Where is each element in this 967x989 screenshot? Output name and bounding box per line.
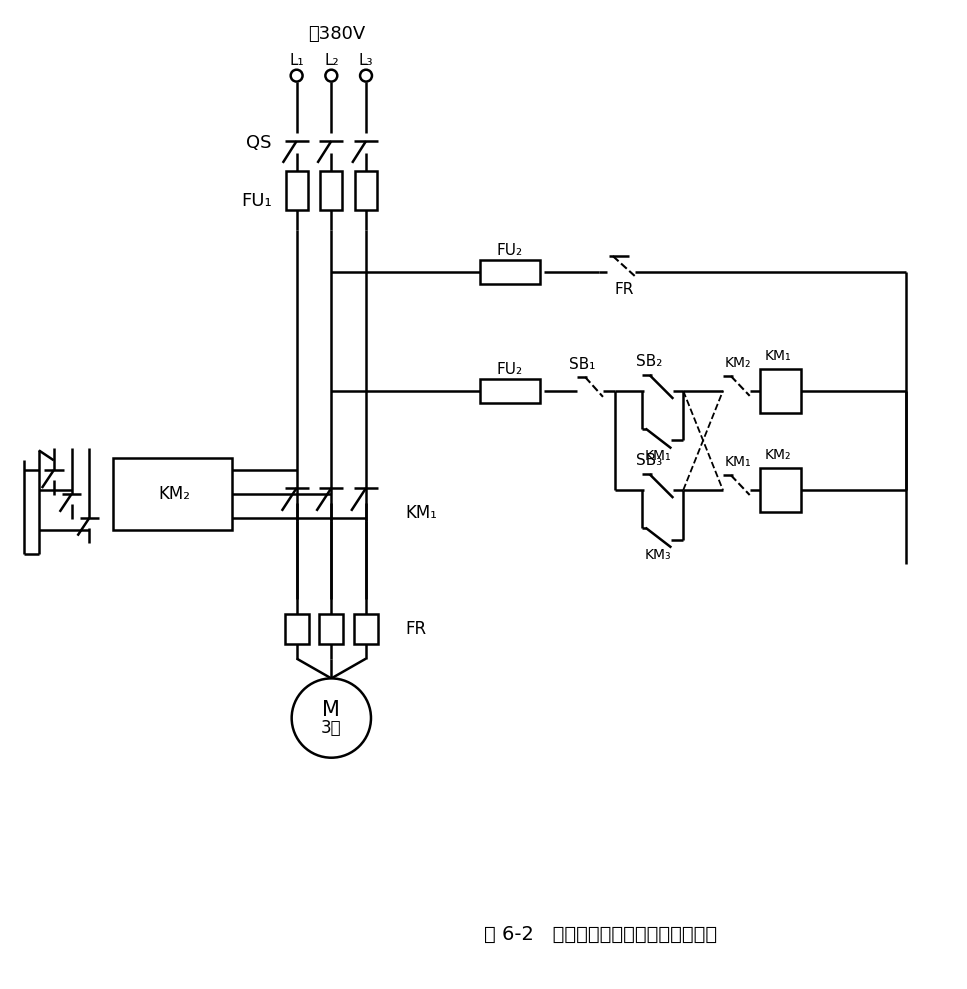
Text: KM₂: KM₂ bbox=[765, 448, 791, 462]
Text: KM₁: KM₁ bbox=[406, 503, 437, 522]
Text: KM₁: KM₁ bbox=[765, 349, 791, 363]
Bar bbox=[760, 369, 802, 412]
Text: M: M bbox=[322, 700, 340, 720]
Bar bbox=[480, 260, 540, 284]
Circle shape bbox=[291, 69, 303, 81]
Bar bbox=[480, 379, 540, 403]
Text: L₃: L₃ bbox=[359, 53, 373, 68]
Circle shape bbox=[292, 678, 371, 758]
Text: FU₁: FU₁ bbox=[241, 192, 272, 210]
Circle shape bbox=[325, 69, 337, 81]
Text: L₁: L₁ bbox=[289, 53, 304, 68]
Text: KM₂: KM₂ bbox=[159, 485, 190, 503]
Text: KM₁: KM₁ bbox=[724, 455, 751, 469]
Text: FU₂: FU₂ bbox=[497, 362, 523, 377]
Text: 图 6-2   交流电动机的双重互锁控制电路: 图 6-2 交流电动机的双重互锁控制电路 bbox=[484, 925, 718, 944]
Bar bbox=[355, 171, 377, 211]
Text: L₂: L₂ bbox=[324, 53, 338, 68]
Bar bbox=[113, 458, 232, 530]
Bar bbox=[760, 468, 802, 512]
Text: FR: FR bbox=[406, 620, 426, 638]
Text: FU₂: FU₂ bbox=[497, 242, 523, 257]
Bar bbox=[319, 614, 343, 644]
Text: ～380V: ～380V bbox=[308, 25, 365, 43]
Text: SB₁: SB₁ bbox=[569, 357, 596, 372]
Bar bbox=[284, 614, 308, 644]
Circle shape bbox=[360, 69, 372, 81]
Bar bbox=[354, 614, 378, 644]
Text: KM₃: KM₃ bbox=[644, 549, 671, 563]
Text: SB₂: SB₂ bbox=[636, 354, 662, 369]
Text: KM₁: KM₁ bbox=[644, 449, 671, 463]
Text: QS: QS bbox=[247, 135, 272, 152]
Bar bbox=[320, 171, 342, 211]
Bar bbox=[285, 171, 308, 211]
Text: KM₂: KM₂ bbox=[724, 356, 751, 370]
Text: FR: FR bbox=[614, 282, 633, 298]
Text: SB₃: SB₃ bbox=[636, 453, 662, 468]
Text: 3～: 3～ bbox=[321, 719, 341, 737]
